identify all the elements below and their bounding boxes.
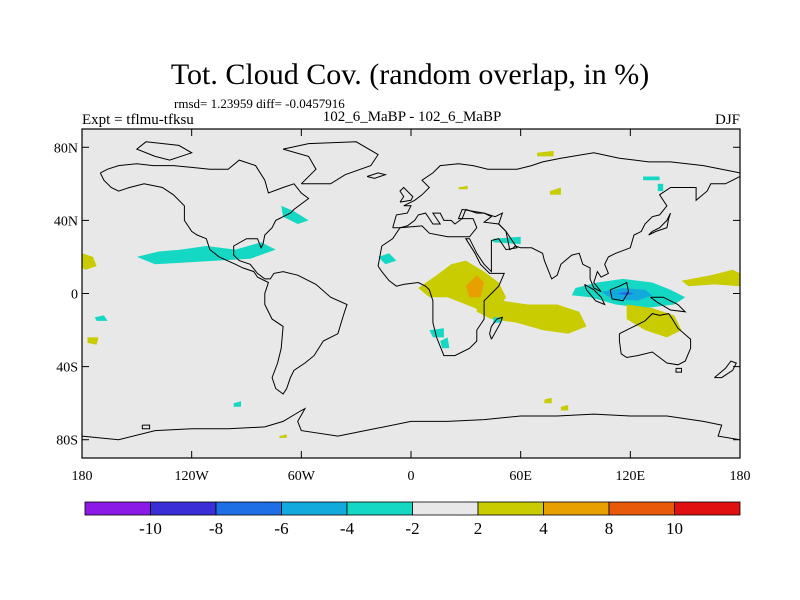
colorbar-label: -10 [139,519,162,538]
anomaly-region [233,401,241,407]
colorbar-swatch [215,501,282,516]
colorbar-label: -6 [274,519,288,538]
anomaly-region [136,242,276,265]
coastline [399,186,414,203]
x-tick-label: 60E [509,469,532,484]
anomaly-region [94,315,108,321]
x-tick-label: 180 [730,469,751,484]
colorbar-label: 4 [539,519,548,538]
colorbar-swatch [412,501,479,516]
anomaly-region [82,253,97,270]
coastline [377,208,518,357]
coastline-layer [82,141,740,441]
coastline [82,407,740,441]
y-tick-label: 40N [54,214,78,229]
x-tick-label: 180 [72,469,93,484]
anomaly-region [549,187,561,195]
y-tick-label: 40S [56,361,78,376]
x-tick-label: 120W [175,469,210,484]
colorbar-swatch [150,501,217,516]
colorbar-label: 10 [666,519,683,538]
coastline [392,152,740,293]
coastline [609,281,630,302]
season-label: DJF [715,112,740,128]
colorbar-swatch [84,501,151,516]
y-tick-label: 80S [56,434,78,449]
stats-line: rmsd= 1.23959 diff= -0.0457916 [174,96,345,111]
colorbar-label: 2 [474,519,483,538]
anomaly-region [657,183,664,192]
colorbar-label: -4 [340,519,355,538]
coastline [135,141,193,161]
coastline [489,316,504,340]
colorbar-swatch [674,501,741,516]
coastline [648,212,671,236]
anomaly-region [440,337,450,349]
anomaly-layer [82,150,740,438]
coastline [618,313,692,366]
coastline [99,159,348,395]
colorbar-swatch [543,501,610,516]
x-tick-label: 0 [408,469,415,484]
y-tick-label: 80N [54,141,78,156]
anomaly-region [681,269,740,287]
anomaly-region [560,405,569,411]
colorbar-label: -8 [209,519,223,538]
plot-title: Tot. Cloud Cov. (random overlap, in %) [171,58,649,91]
coastline [675,367,682,373]
colorbar-label: 8 [605,519,614,538]
coastline [141,424,151,430]
anomaly-region [476,300,587,334]
colorbar-label: -2 [405,519,419,538]
x-tick-label: 60W [288,469,316,484]
anomaly-region [458,185,468,190]
experiment-label: Expt = tflmu-tfksu [82,112,194,128]
anomaly-region [418,260,506,312]
colorbar-swatch [346,501,413,516]
anomaly-region [643,176,660,181]
coastline [366,172,388,179]
colorbar [84,501,741,516]
y-tick-label: 0 [71,288,78,303]
anomaly-region [537,150,554,157]
anomaly-region [617,291,634,296]
anomaly-region [626,304,682,338]
colorbar-swatch [281,501,348,516]
anomaly-region [544,397,552,404]
anomaly-region [281,205,309,224]
colorbar-labels: -10 -8 -6 -4 -2 2 4 8 10 [139,519,683,538]
anomaly-region [279,434,287,438]
anomaly-region [378,253,397,265]
coastline [282,141,379,185]
colorbar-swatch [477,501,544,516]
x-axis-ticks: 180 120W 60W 0 60E 120E 180 [72,129,751,484]
x-tick-label: 120E [616,469,646,484]
coastline [584,283,606,306]
anomaly-region [87,337,99,345]
comparison-label: 102_6_MaBP - 102_6_MaBP [323,109,502,125]
y-axis-ticks: 80N 40N 0 40S 80S [54,141,740,449]
coastline [714,360,737,379]
colorbar-swatch [608,501,675,516]
coastline [650,296,687,313]
anomaly-region [429,328,444,338]
anomaly-region [465,275,485,298]
